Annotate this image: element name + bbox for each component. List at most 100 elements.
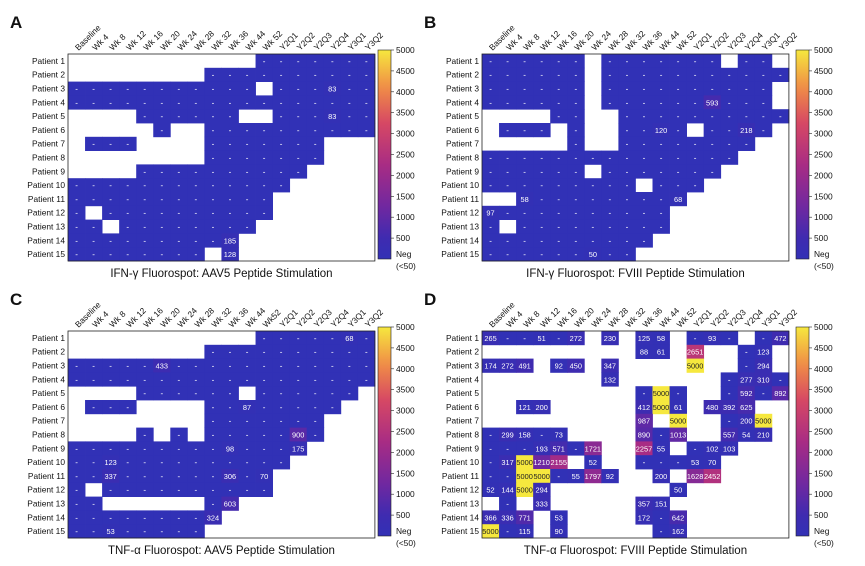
heatmap-cell — [703, 400, 722, 415]
heatmap-cell — [170, 372, 188, 387]
cell-label: 93 — [708, 334, 716, 343]
cell-label: 5000 — [653, 403, 669, 412]
heatmap-cell — [686, 109, 705, 124]
heatmap-cell — [153, 510, 171, 525]
heatmap-cell — [255, 150, 273, 165]
cell-label: 98 — [226, 444, 234, 453]
heatmap-cell — [136, 441, 154, 456]
heatmap-cell — [618, 109, 636, 124]
cell-label: - — [574, 85, 577, 94]
cell-label: - — [609, 223, 612, 232]
cell-label: - — [75, 85, 78, 94]
colorbar-tick-label: 1500 — [396, 468, 415, 478]
heatmap-cell — [635, 441, 653, 456]
heatmap-cell — [601, 81, 619, 96]
cell-label: 272 — [570, 334, 582, 343]
cell-label: 557 — [723, 431, 735, 440]
cell-label: - — [263, 348, 266, 357]
heatmap-cell — [652, 441, 670, 456]
cell-label: - — [660, 458, 663, 467]
heatmap-cell — [601, 233, 619, 248]
cell-label: - — [557, 472, 560, 481]
heatmap-cell — [153, 469, 171, 484]
heatmap-cell — [499, 81, 517, 96]
cell-label: 491 — [518, 362, 530, 371]
cell-label: - — [246, 181, 249, 190]
heatmap-cell — [119, 358, 137, 373]
cell-label: - — [557, 98, 560, 107]
heatmap-cell — [601, 150, 619, 165]
cell-label: - — [728, 417, 731, 426]
cell-label: - — [331, 71, 334, 80]
row-label: Patient 2 — [446, 347, 479, 357]
cell-label: - — [280, 417, 283, 426]
heatmap-cell — [204, 400, 222, 415]
heatmap-cell — [272, 81, 291, 96]
heatmap-cell — [238, 67, 256, 82]
cell-label: - — [314, 98, 317, 107]
cell-label: - — [143, 112, 146, 121]
cell-label: - — [489, 71, 492, 80]
heatmap-cell — [584, 205, 602, 220]
cell-label: - — [246, 375, 249, 384]
heatmap-cell — [703, 95, 722, 110]
heatmap-cell — [238, 192, 256, 207]
cell-label: - — [143, 236, 146, 245]
heatmap-cell — [652, 344, 670, 359]
heatmap-cell — [340, 386, 359, 401]
cell-label: - — [365, 362, 368, 371]
cell-label: 642 — [672, 513, 684, 522]
heatmap-cell — [153, 386, 171, 401]
heatmap-cell — [669, 427, 687, 442]
cell-label: - — [557, 181, 560, 190]
heatmap-cell — [255, 136, 273, 151]
heatmap-cell — [686, 164, 705, 179]
column-label: Y3Q2 — [363, 30, 385, 52]
colorbar-tick-label: 2500 — [814, 150, 833, 160]
cell-label: - — [280, 403, 283, 412]
heatmap-cell — [204, 192, 222, 207]
heatmap-cell — [85, 219, 103, 234]
cell-label: - — [109, 513, 112, 522]
heatmap-cell — [720, 81, 739, 96]
heatmap-cell — [720, 67, 739, 82]
row-label: Patient 14 — [441, 512, 479, 522]
cell-label: 2452 — [704, 472, 720, 481]
cell-label: - — [540, 236, 543, 245]
cell-label: - — [126, 140, 129, 149]
heatmap-cell — [567, 469, 585, 484]
colorbar-tick-label: 500 — [814, 233, 828, 243]
heatmap-cell — [652, 67, 670, 82]
cell-label: - — [212, 112, 215, 121]
cell-label: - — [143, 181, 146, 190]
heatmap-cell — [119, 219, 137, 234]
cell-label: - — [348, 389, 351, 398]
cell-label: - — [626, 167, 629, 176]
row-label: Patient 3 — [446, 84, 479, 94]
cell-label: - — [745, 348, 748, 357]
heatmap-cell — [204, 67, 222, 82]
cell-label: - — [489, 98, 492, 107]
heatmap-cell — [482, 95, 500, 110]
cell-label: - — [643, 458, 646, 467]
heatmap-cell — [533, 150, 551, 165]
heatmap-cell — [686, 441, 705, 456]
cell-label: - — [591, 209, 594, 218]
heatmap-cell — [187, 469, 205, 484]
cell-label: - — [229, 458, 232, 467]
heatmap-cell — [482, 441, 500, 456]
heatmap-cell — [221, 219, 239, 234]
heatmap-cell — [238, 455, 256, 470]
cell-label: - — [609, 98, 612, 107]
cell-label: - — [297, 126, 300, 135]
cell-label: - — [365, 375, 368, 384]
heatmap-cell — [584, 247, 602, 262]
cell-label: - — [643, 57, 646, 66]
cell-label: 210 — [757, 431, 769, 440]
cell-label: - — [92, 403, 95, 412]
cell-label: - — [109, 195, 112, 204]
row-label: Patient 6 — [446, 402, 479, 412]
cell-label: - — [506, 154, 509, 163]
heatmap-cell — [703, 67, 722, 82]
heatmap-cell — [289, 95, 308, 110]
